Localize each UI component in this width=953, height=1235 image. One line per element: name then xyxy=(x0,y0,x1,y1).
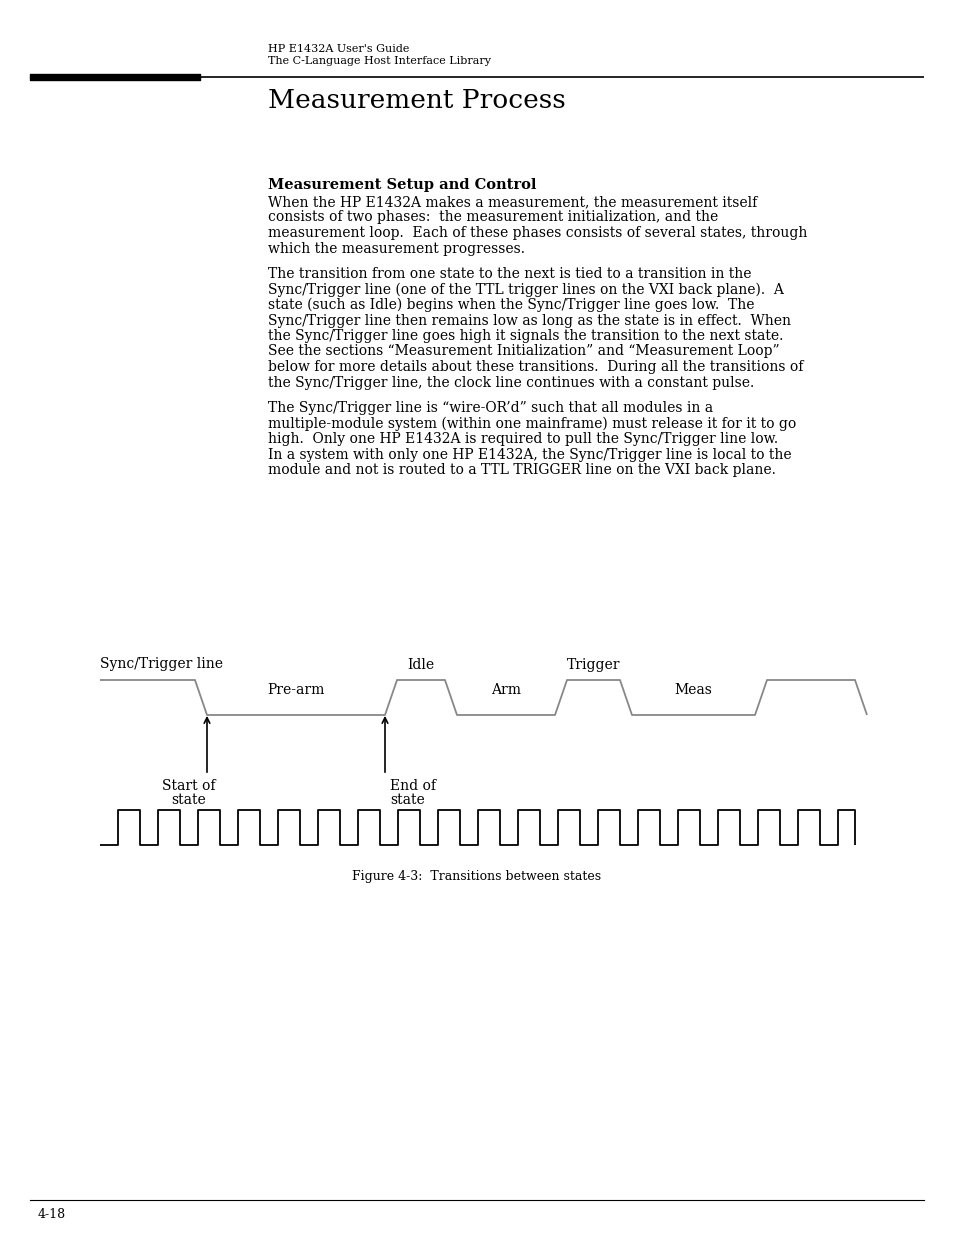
Text: Sync/Trigger line then remains low as long as the state is in effect.  When: Sync/Trigger line then remains low as lo… xyxy=(268,314,790,327)
Text: high.  Only one HP E1432A is required to pull the Sync/Trigger line low.: high. Only one HP E1432A is required to … xyxy=(268,432,778,446)
Text: 4-18: 4-18 xyxy=(38,1208,66,1221)
Text: Start of: Start of xyxy=(162,779,215,793)
Text: The C-Language Host Interface Library: The C-Language Host Interface Library xyxy=(268,56,491,65)
Text: measurement loop.  Each of these phases consists of several states, through: measurement loop. Each of these phases c… xyxy=(268,226,806,240)
Text: End of: End of xyxy=(390,779,436,793)
Text: Arm: Arm xyxy=(491,683,520,697)
Text: which the measurement progresses.: which the measurement progresses. xyxy=(268,242,524,256)
Text: the Sync/Trigger line, the clock line continues with a constant pulse.: the Sync/Trigger line, the clock line co… xyxy=(268,375,754,389)
Text: The transition from one state to the next is tied to a transition in the: The transition from one state to the nex… xyxy=(268,267,751,282)
Text: Idle: Idle xyxy=(407,658,435,672)
Text: See the sections “Measurement Initialization” and “Measurement Loop”: See the sections “Measurement Initializa… xyxy=(268,345,779,358)
Text: multiple-module system (within one mainframe) must release it for it to go: multiple-module system (within one mainf… xyxy=(268,416,796,431)
Text: HP E1432A User's Guide: HP E1432A User's Guide xyxy=(268,44,409,54)
Text: In a system with only one HP E1432A, the Sync/Trigger line is local to the: In a system with only one HP E1432A, the… xyxy=(268,447,791,462)
Text: module and not is routed to a TTL TRIGGER line on the VXI back plane.: module and not is routed to a TTL TRIGGE… xyxy=(268,463,775,477)
Text: state (such as Idle) begins when the Sync/Trigger line goes low.  The: state (such as Idle) begins when the Syn… xyxy=(268,298,754,312)
Text: Sync/Trigger line (one of the TTL trigger lines on the VXI back plane).  A: Sync/Trigger line (one of the TTL trigge… xyxy=(268,283,783,296)
Text: the Sync/Trigger line goes high it signals the transition to the next state.: the Sync/Trigger line goes high it signa… xyxy=(268,329,782,343)
Text: Measurement Setup and Control: Measurement Setup and Control xyxy=(268,178,536,191)
Text: When the HP E1432A makes a measurement, the measurement itself: When the HP E1432A makes a measurement, … xyxy=(268,195,757,209)
Text: below for more details about these transitions.  During all the transitions of: below for more details about these trans… xyxy=(268,359,802,374)
Text: Sync/Trigger line: Sync/Trigger line xyxy=(100,657,223,671)
Text: Trigger: Trigger xyxy=(566,658,619,672)
Text: Pre-arm: Pre-arm xyxy=(267,683,324,697)
Text: Figure 4-3:  Transitions between states: Figure 4-3: Transitions between states xyxy=(352,869,601,883)
Text: Measurement Process: Measurement Process xyxy=(268,88,565,112)
Text: state: state xyxy=(172,793,206,806)
Text: consists of two phases:  the measurement initialization, and the: consists of two phases: the measurement … xyxy=(268,210,718,225)
Text: state: state xyxy=(390,793,424,806)
Text: Meas: Meas xyxy=(674,683,712,697)
Text: The Sync/Trigger line is “wire-OR’d” such that all modules in a: The Sync/Trigger line is “wire-OR’d” suc… xyxy=(268,401,713,415)
